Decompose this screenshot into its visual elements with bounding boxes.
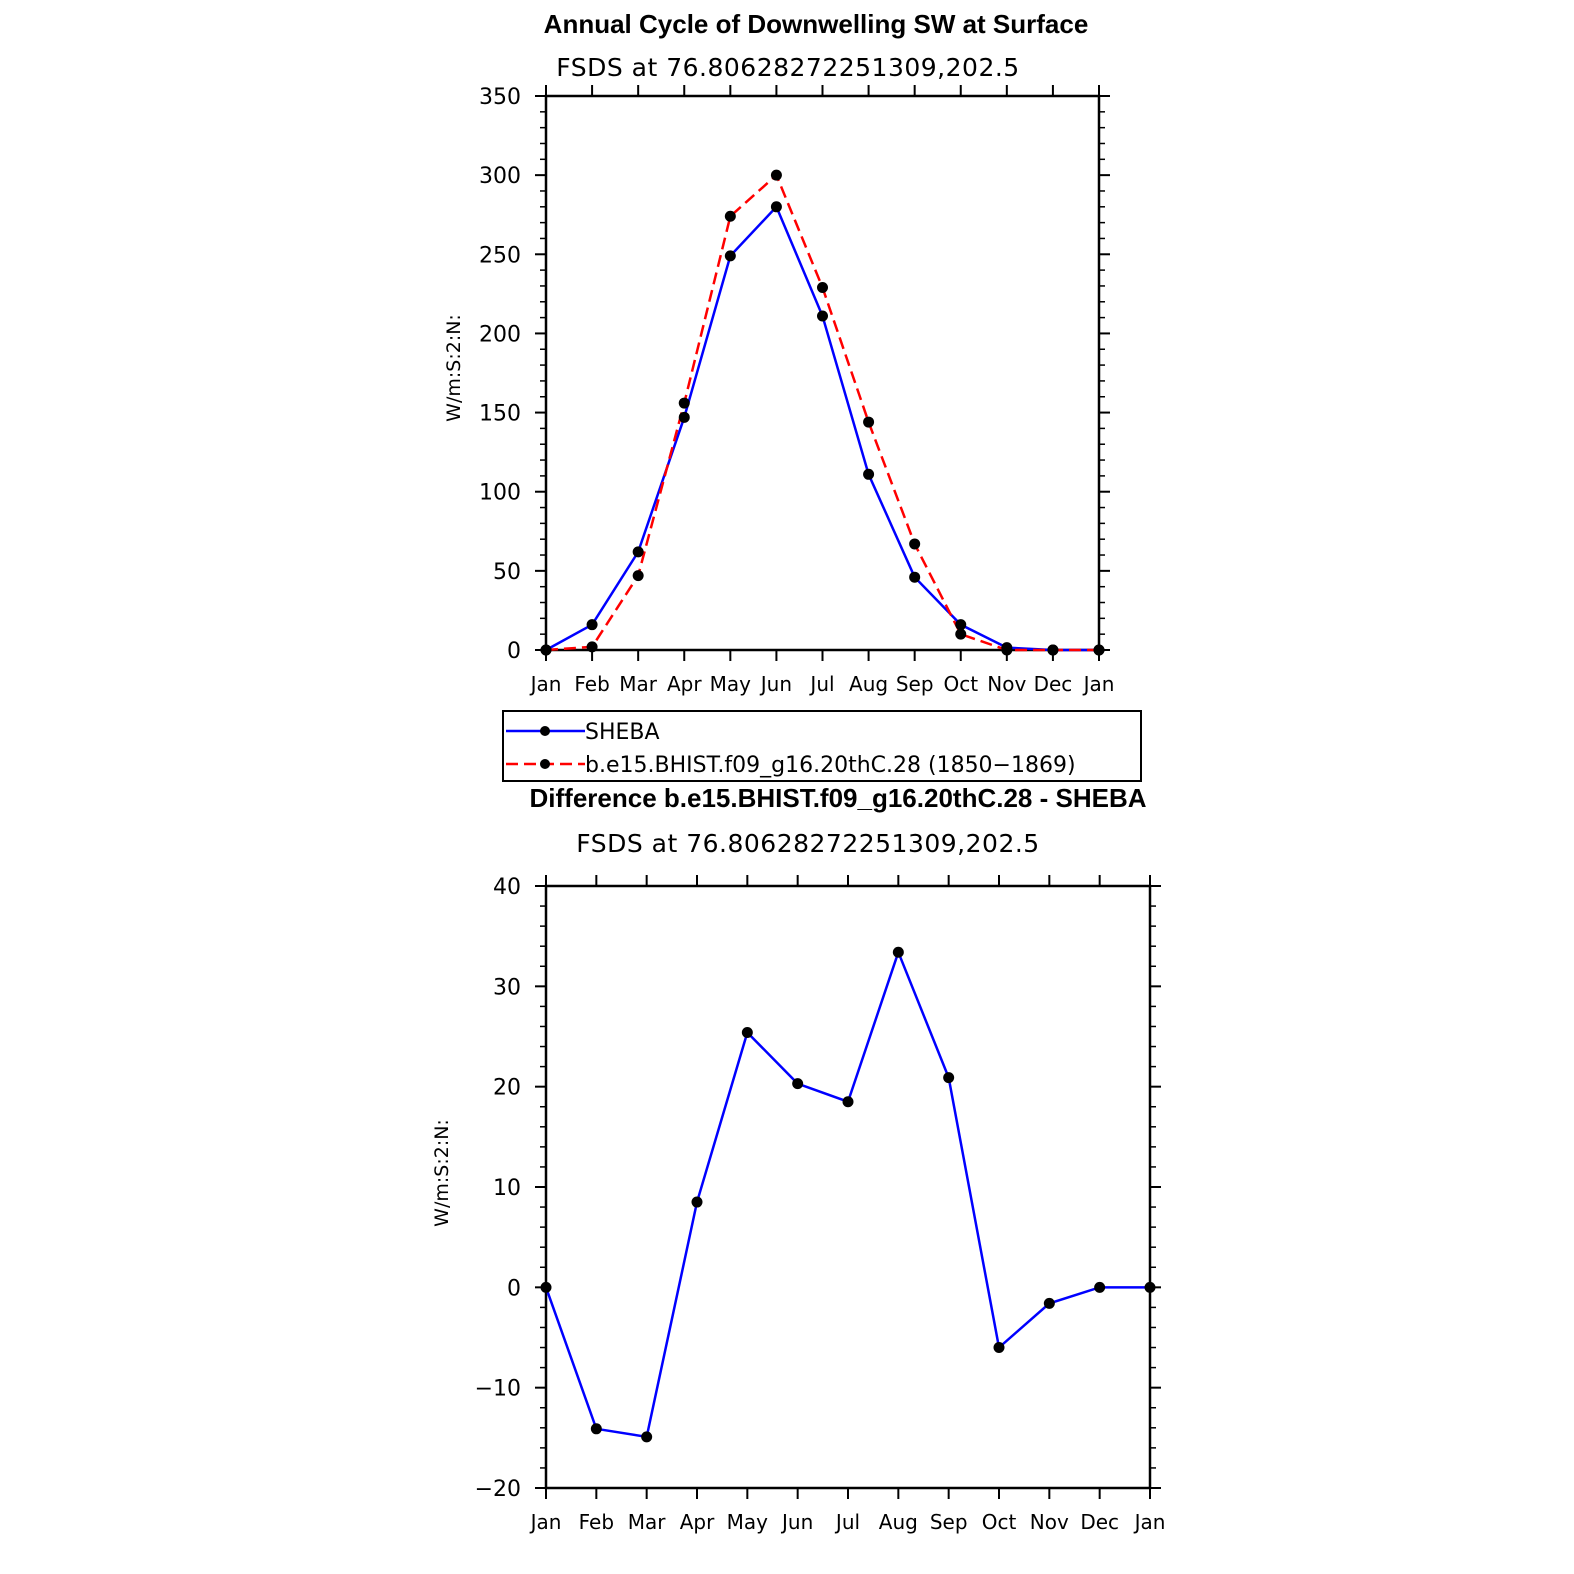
top-ytick-label: 50	[493, 560, 521, 585]
bottom-series-0-point	[1043, 1297, 1055, 1309]
top-series-1-point	[817, 282, 828, 294]
bottom-xtick-label: Jan	[1133, 1510, 1166, 1534]
top-series-1-point	[1001, 644, 1013, 656]
top-series-0-point	[770, 201, 782, 213]
top-series-0-point	[678, 411, 690, 423]
top-series-1-point	[863, 416, 875, 428]
legend-marker-model	[540, 759, 550, 769]
bottom-xtick-label: Sep	[930, 1510, 968, 1534]
top-xtick-label: Dec	[1034, 672, 1073, 696]
bottom-series-line-0	[544, 948, 1150, 1439]
bottom-plot: Jan Feb Mar Apr May Jun Jul Aug Sep Oct Nov Dec Jan−…	[475, 875, 1166, 1534]
bottom-xtick-label: Jan	[529, 1510, 562, 1534]
top-xtick-label: Jan	[1082, 672, 1115, 696]
top-ytick-label: 0	[507, 639, 521, 664]
bottom-xtick-label: May	[727, 1510, 769, 1534]
top-series-1-point	[1093, 644, 1105, 656]
top-xtick-label: Aug	[849, 672, 888, 696]
top-chart-title: Annual Cycle of Downwelling SW at Surfac…	[544, 9, 1089, 39]
legend-box	[502, 710, 1142, 782]
bottom-chart-subtitle: FSDS at 76.80628272251309,202.5	[576, 829, 1039, 858]
top-xtick-label: Mar	[619, 672, 658, 696]
bottom-series-0-point	[741, 1026, 753, 1038]
bottom-ytick-label: 0	[507, 1276, 521, 1301]
top-ytick-label: 200	[479, 322, 521, 347]
bottom-xtick-label: Aug	[879, 1510, 918, 1534]
bottom-xtick-label: Dec	[1080, 1510, 1119, 1534]
top-series-1-point	[586, 641, 598, 653]
top-plot: Jan Feb Mar Apr May Jun Jul Aug Sep Oct Nov Dec Jan 0…	[479, 85, 1114, 696]
top-ytick-label: 350	[479, 85, 521, 110]
top-series-0-point	[863, 468, 875, 480]
bottom-xtick-label: Mar	[628, 1510, 667, 1534]
top-series-0-point	[817, 310, 828, 322]
bottom-series-0-point	[892, 946, 904, 958]
bottom-ytick-label: −20	[475, 1477, 521, 1502]
bottom-chart-ylabel: W/m:S:2:N:	[431, 1119, 453, 1227]
top-xtick-label: Oct	[943, 672, 978, 696]
bottom-chart-title: Difference b.e15.BHIST.f09_g16.20thC.28 …	[530, 783, 1147, 813]
top-xtick-label: Jan	[529, 672, 562, 696]
top-series-1-point	[540, 644, 552, 656]
top-xtick-label: Nov	[987, 672, 1026, 696]
bottom-series-0-point	[842, 1096, 854, 1108]
bottom-series-0-point	[1144, 1281, 1156, 1293]
top-series-0-point	[632, 546, 644, 558]
top-series-1-point	[678, 397, 690, 409]
top-chart-ylabel: W/m:S:2:N:	[443, 314, 465, 422]
top-ytick-label: 100	[479, 481, 521, 506]
top-xtick-label: Feb	[574, 672, 609, 696]
top-series-1-point	[909, 538, 921, 550]
top-series-0-point	[955, 619, 967, 631]
bottom-ytick-label: 30	[493, 975, 521, 1000]
top-chart-subtitle: FSDS at 76.80628272251309,202.5	[556, 53, 1019, 82]
bottom-series-0-point	[641, 1431, 653, 1443]
bottom-series-0-point	[590, 1423, 602, 1435]
top-xtick-label: Jun	[759, 672, 792, 696]
bottom-xtick-label: Jul	[834, 1510, 860, 1534]
bottom-series-0-point	[540, 1281, 552, 1293]
bottom-series-0-point	[691, 1196, 703, 1208]
bottom-ytick-label: 20	[493, 1076, 521, 1101]
top-series-0-point	[724, 250, 736, 262]
top-series-line-1	[545, 173, 1099, 652]
top-series-1-point	[1047, 644, 1059, 656]
bottom-xtick-label: Jun	[780, 1510, 813, 1534]
top-xtick-label: Apr	[667, 672, 702, 696]
top-ytick-label: 150	[479, 402, 521, 427]
top-series-1-point	[955, 628, 967, 640]
top-xtick-label: Jul	[808, 672, 834, 696]
top-xtick-label: Sep	[896, 672, 934, 696]
bottom-ytick-label: −10	[475, 1377, 521, 1402]
top-ytick-label: 300	[479, 164, 521, 189]
top-series-line-0	[545, 204, 1099, 652]
top-series-1-point	[632, 570, 644, 582]
top-xtick-label: May	[710, 672, 752, 696]
bottom-xtick-label: Oct	[982, 1510, 1017, 1534]
bottom-xtick-label: Apr	[680, 1510, 715, 1534]
bottom-ytick-label: 10	[493, 1176, 521, 1201]
top-series-1-point	[724, 210, 736, 222]
bottom-xtick-label: Feb	[579, 1510, 614, 1534]
bottom-series-0-point	[943, 1072, 955, 1084]
legend-marker-sheba	[540, 726, 550, 736]
bottom-xtick-label: Nov	[1030, 1510, 1069, 1534]
bottom-ytick-label: 40	[493, 875, 521, 900]
legend-label-sheba: SHEBA	[585, 720, 660, 745]
top-ytick-label: 250	[479, 243, 521, 268]
top-series-0-point	[909, 571, 921, 583]
bottom-series-0-point	[1094, 1281, 1106, 1293]
top-series-1-point	[770, 169, 782, 181]
legend-label-model: b.e15.BHIST.f09_g16.20thC.28 (1850−1869)	[585, 753, 1076, 778]
bottom-plot-frame	[544, 884, 1152, 1490]
bottom-series-0-point	[993, 1342, 1005, 1354]
top-series-0-point	[586, 619, 598, 631]
bottom-series-0-point	[792, 1078, 804, 1090]
